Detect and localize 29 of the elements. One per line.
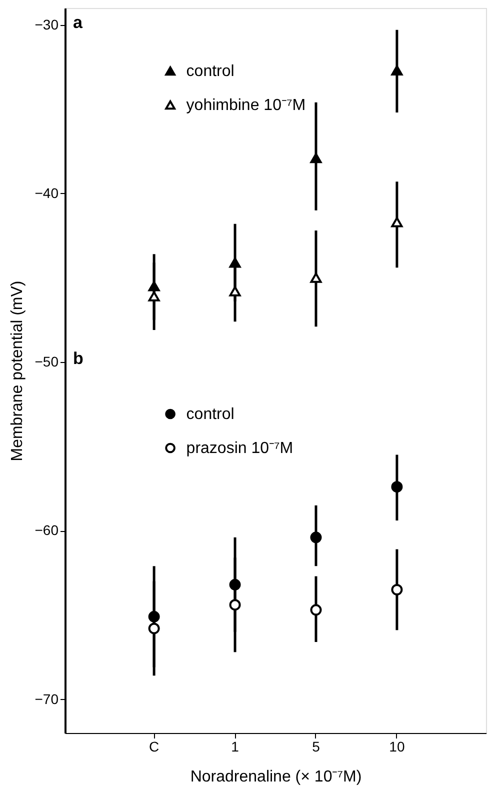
point bbox=[310, 152, 322, 164]
x-tick-label: 5 bbox=[312, 738, 320, 754]
point bbox=[391, 65, 403, 76]
point bbox=[391, 217, 403, 228]
x-tick-label: 1 bbox=[231, 738, 240, 754]
point bbox=[391, 481, 403, 493]
point bbox=[229, 286, 241, 296]
legend-label: prazosin 10⁻⁷M bbox=[186, 440, 294, 457]
x-tick-label: 10 bbox=[389, 738, 405, 754]
y-axis-title: Membrane potential (mV) bbox=[8, 280, 26, 462]
y-tick-label: −50 bbox=[34, 354, 59, 370]
point bbox=[148, 291, 160, 302]
point bbox=[391, 584, 403, 596]
x-tick-label: C bbox=[148, 738, 160, 754]
y-tick-label: −40 bbox=[34, 184, 59, 201]
legend-label: yohimbine 10⁻⁷M bbox=[186, 97, 306, 114]
legend-label: control bbox=[186, 406, 234, 423]
point bbox=[148, 622, 160, 634]
point bbox=[229, 599, 241, 611]
y-tick-label: −70 bbox=[34, 690, 59, 707]
x-axis-title: Noradrenaline (× 10⁻⁷M) bbox=[190, 768, 362, 786]
y-tick-label: −30 bbox=[34, 16, 59, 32]
legend-label: control bbox=[186, 63, 234, 80]
annotation: b bbox=[73, 349, 84, 368]
point bbox=[310, 604, 322, 616]
point bbox=[310, 532, 322, 544]
point bbox=[310, 272, 322, 283]
y-tick-label: −60 bbox=[34, 522, 59, 538]
annotation: a bbox=[73, 13, 83, 32]
